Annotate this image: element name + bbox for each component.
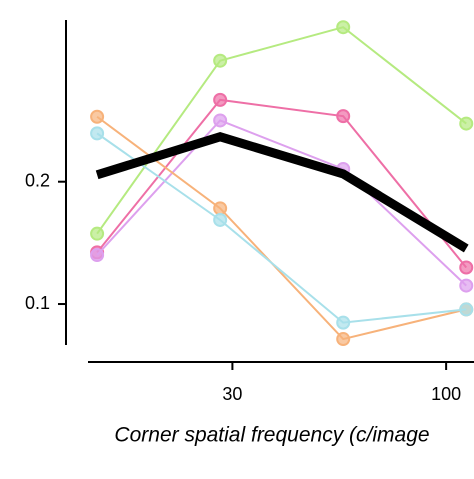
- point: [459, 116, 474, 131]
- x-axis-label: Corner spatial frequency (c/image: [114, 424, 429, 447]
- point: [213, 113, 228, 128]
- point: [336, 109, 351, 124]
- series-line: [96, 119, 467, 287]
- point: [90, 248, 105, 263]
- point: [90, 109, 105, 124]
- point: [213, 53, 228, 68]
- series-line: [96, 98, 468, 269]
- point: [336, 332, 351, 347]
- point: [336, 315, 351, 330]
- series-line: [96, 132, 467, 324]
- point: [459, 260, 474, 275]
- series-line: [96, 26, 467, 235]
- x-tick-label: 100: [431, 384, 461, 404]
- series-line: [96, 115, 467, 341]
- y-tick-label: 0.2: [25, 170, 50, 190]
- point: [336, 20, 351, 35]
- mean-line: [95, 132, 469, 253]
- point: [213, 212, 228, 227]
- point: [90, 226, 105, 241]
- point: [90, 126, 105, 141]
- x-tick-label: 30: [222, 384, 242, 404]
- point: [213, 201, 228, 216]
- point: [213, 92, 228, 107]
- point: [459, 278, 474, 293]
- point: [459, 302, 474, 317]
- y-tick-label: 0.1: [25, 293, 50, 313]
